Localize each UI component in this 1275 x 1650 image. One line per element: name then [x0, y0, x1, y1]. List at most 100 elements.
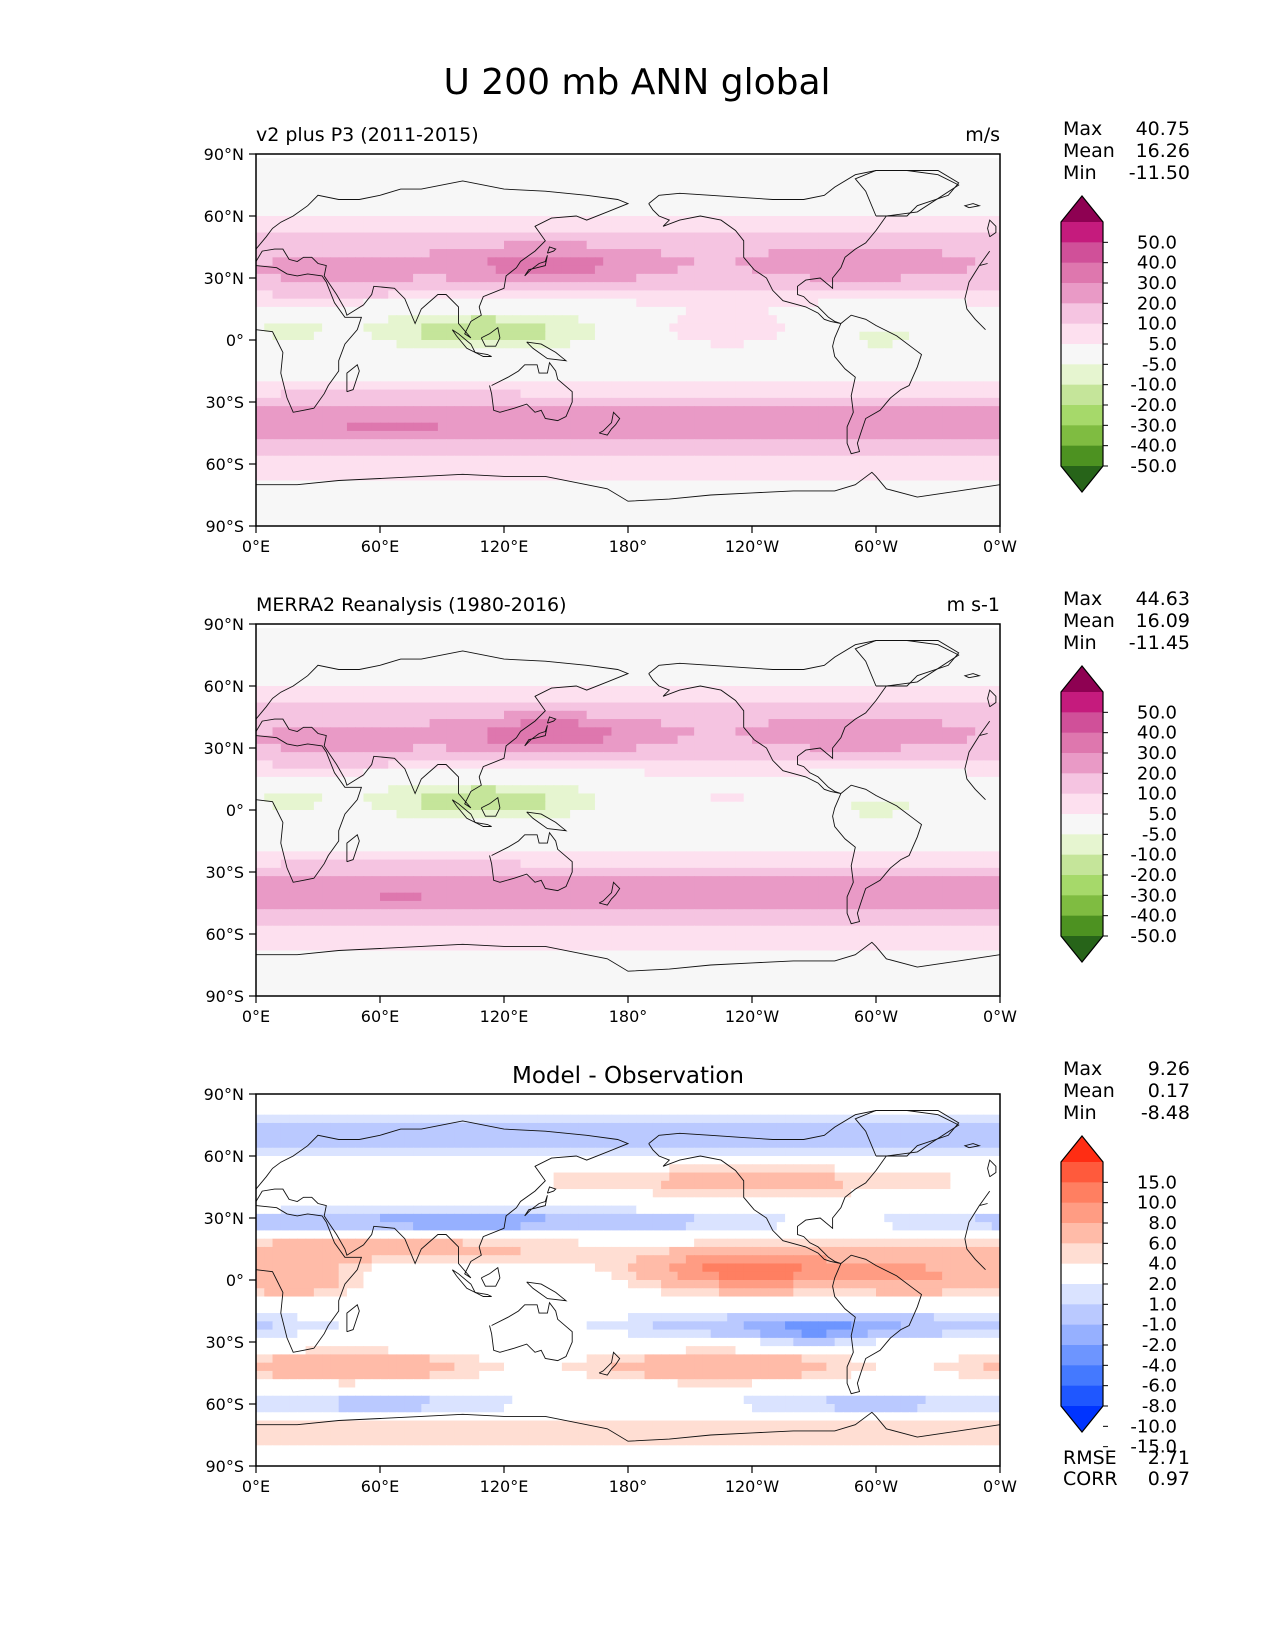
field-cell	[256, 497, 265, 506]
field-cell	[917, 224, 927, 234]
field-cell	[710, 455, 720, 465]
field-cell	[884, 356, 894, 366]
field-cell	[876, 447, 885, 457]
field-cell	[752, 505, 761, 515]
field-cell	[619, 447, 629, 457]
field-cell	[322, 686, 331, 695]
field-cell	[793, 513, 803, 523]
field-cell	[380, 505, 389, 515]
field-cell	[801, 298, 811, 308]
field-cell	[892, 422, 902, 432]
field-cell	[545, 652, 555, 662]
field-cell	[834, 282, 844, 291]
field-cell	[876, 505, 885, 515]
field-cell	[611, 488, 621, 498]
field-cell	[793, 447, 803, 457]
field-cell	[942, 331, 951, 341]
field-cell	[735, 669, 745, 679]
field-cell	[355, 182, 365, 192]
field-cell	[702, 265, 712, 275]
field-cell	[421, 249, 431, 258]
field-cell	[322, 356, 331, 366]
field-cell	[594, 472, 604, 482]
field-cell	[421, 694, 431, 704]
field-cell	[677, 340, 687, 349]
field-cell	[628, 364, 637, 374]
field-cell	[975, 694, 985, 704]
field-cell	[900, 340, 910, 349]
field-cell	[677, 356, 687, 366]
field-cell	[330, 166, 340, 176]
field-cell	[801, 422, 811, 432]
field-cell	[851, 677, 861, 687]
field-cell	[917, 488, 927, 498]
field-cell	[280, 521, 290, 526]
field-cell	[338, 652, 348, 662]
field-cell	[842, 521, 852, 526]
field-cell	[495, 306, 505, 316]
field-cell	[264, 340, 274, 349]
field-cell	[644, 505, 654, 515]
field-cell	[280, 315, 290, 325]
field-cell	[256, 356, 265, 366]
field-cell	[330, 661, 340, 671]
field-cell	[685, 356, 695, 366]
field-cell	[842, 455, 852, 465]
field-cell	[950, 356, 960, 366]
field-cell	[512, 414, 522, 424]
field-cell	[520, 207, 530, 217]
field-cell	[793, 364, 803, 374]
field-cell	[661, 414, 670, 424]
field-cell	[867, 191, 877, 201]
field-cell	[437, 166, 447, 176]
field-cell	[991, 290, 1000, 300]
field-cell	[842, 389, 852, 399]
field-cell	[404, 497, 414, 506]
field-cell	[950, 686, 960, 695]
field-cell	[842, 290, 852, 300]
field-cell	[256, 447, 265, 457]
field-cell	[570, 480, 579, 490]
field-cell	[661, 472, 670, 482]
field-cell	[264, 323, 274, 333]
field-cell	[859, 373, 869, 382]
field-cell	[404, 464, 414, 473]
field-cell	[396, 323, 406, 333]
field-cell	[454, 265, 464, 275]
field-cell	[801, 331, 811, 341]
field-cell	[917, 505, 927, 515]
field-cell	[727, 315, 737, 325]
field-cell	[380, 414, 389, 424]
field-cell	[429, 677, 439, 687]
field-cell	[413, 232, 422, 242]
field-cell	[528, 480, 538, 490]
field-cell	[760, 694, 770, 704]
field-cell	[380, 340, 389, 349]
field-cell	[818, 505, 827, 515]
field-cell	[644, 406, 654, 415]
field-cell	[950, 497, 960, 506]
field-cell	[718, 373, 728, 382]
field-cell	[727, 414, 737, 424]
field-cell	[495, 488, 505, 498]
field-cell	[975, 182, 985, 192]
field-cell	[669, 232, 679, 242]
field-cell	[727, 290, 737, 300]
field-cell	[388, 191, 398, 201]
field-cell	[363, 439, 373, 449]
field-cell	[371, 636, 381, 646]
field-cell	[694, 216, 703, 225]
field-cell	[297, 669, 307, 679]
field-cell	[479, 216, 489, 225]
field-cell	[818, 464, 827, 473]
field-cell	[520, 488, 530, 498]
field-cell	[842, 669, 852, 679]
field-cell	[909, 306, 918, 316]
field-cell	[909, 174, 918, 184]
field-cell	[396, 199, 406, 209]
field-cell	[256, 265, 265, 275]
field-cell	[363, 207, 373, 217]
field-cell	[396, 430, 406, 440]
field-cell	[297, 265, 307, 275]
